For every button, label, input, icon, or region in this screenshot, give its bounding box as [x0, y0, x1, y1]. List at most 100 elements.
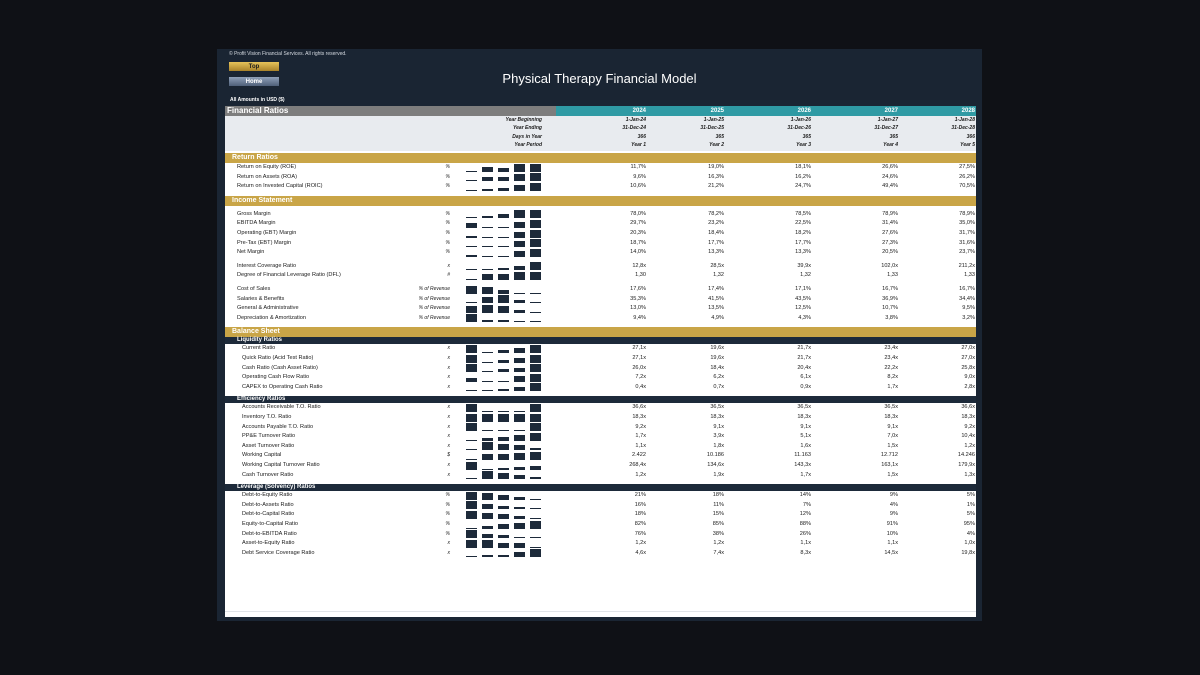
sparkline-bar — [498, 213, 509, 219]
sparkline-bar — [466, 491, 477, 500]
meta-value: 31-Dec-25 — [700, 125, 724, 131]
sparkline-bar — [466, 413, 477, 422]
ratio-unit: x — [447, 471, 451, 478]
ratio-value-year-4: 1,1x — [887, 540, 898, 547]
sparkline-chart — [466, 364, 544, 374]
sparkline-bar — [498, 306, 509, 313]
ratio-label: Accounts Receivable T.O. Ratio — [242, 404, 321, 411]
ratio-row: Cost of Sales % of Revenue 17,6% 17,4% 17,1%… — [225, 285, 976, 295]
ratio-value-year-3: 26% — [799, 530, 811, 537]
ratio-value-year-3: 1,1x — [800, 540, 811, 547]
ratio-value-year-3: 11.163 — [794, 452, 811, 459]
sparkline-chart — [466, 314, 544, 324]
ratio-unit: % — [445, 173, 450, 180]
sparkline-bar — [514, 231, 525, 238]
sparkline-chart — [466, 229, 544, 239]
ratio-unit: % — [445, 164, 450, 170]
sparkline-bar — [482, 413, 493, 422]
sparkline-bar — [482, 177, 493, 182]
sparkline-chart — [466, 403, 544, 413]
sparkline-chart — [466, 373, 544, 383]
ratio-value-year-5: 9,2x — [964, 423, 975, 430]
ratio-value-year-4: 1,33 — [887, 272, 898, 279]
sparkline-bar — [530, 451, 541, 460]
ratio-value-year-2: 17,4% — [708, 286, 724, 292]
sparkline-bar — [514, 292, 525, 294]
ratio-value-year-3: 17,7% — [795, 239, 811, 246]
sparkline-bar — [482, 442, 493, 451]
ratio-value-year-2: 15% — [712, 511, 724, 518]
ratio-value-year-5: 179,9x — [958, 462, 975, 468]
ratio-value-year-4: 49,4% — [882, 183, 898, 190]
ratio-value-year-5: 78,9% — [959, 210, 975, 217]
ratio-value-year-5: 9,5% — [962, 305, 975, 312]
sparkline-bar — [530, 448, 541, 451]
year-header-2025: 2025 — [710, 108, 724, 114]
meta-value: Year 2 — [709, 142, 724, 148]
year-header-bar: 2024 2025 2026 2027 2028 — [556, 106, 976, 116]
home-button[interactable]: Home — [229, 77, 279, 86]
sparkline-chart — [466, 471, 544, 481]
sparkline-bar — [466, 344, 477, 353]
ratio-row: Operating (EBT) Margin% 20,3% 18,4% 18,2% 27… — [225, 229, 976, 239]
ratio-label: Equity-to-Capital Ratio — [242, 521, 298, 527]
ratio-value-year-1: 78,0% — [630, 210, 646, 217]
sparkline-bar — [530, 271, 541, 280]
sparkline-bar — [530, 248, 541, 257]
ratio-value-year-3: 88% — [799, 521, 811, 527]
year-header-2027: 2027 — [884, 108, 898, 114]
sparkline-bar — [498, 410, 509, 412]
ratio-value-year-1: 76% — [634, 530, 646, 537]
sparkline-bar — [466, 170, 477, 172]
copyright-notice: © Profit Vision Financial Services. All … — [229, 51, 347, 57]
ratio-label: Return on Invested Capital (ROIC) — [237, 183, 323, 190]
meta-value: 365 — [715, 133, 724, 140]
sparkline-bar — [482, 539, 493, 548]
sparkline-bar — [514, 475, 525, 480]
ratio-unit: % — [445, 220, 450, 227]
ratio-value-year-3: 21,7x — [797, 345, 811, 352]
ratio-value-year-5: 3,2% — [962, 314, 975, 321]
meta-value: 366 — [637, 133, 646, 140]
sparkline-bar — [530, 292, 541, 294]
sparkline-chart — [466, 285, 544, 295]
sparkline-bar — [466, 501, 477, 510]
sparkline-bar — [482, 410, 493, 412]
ratio-row: Inventory T.O. Ratio x 18,3x 18,3x 18,3x 18,3… — [225, 413, 976, 423]
ratio-value-year-2: 18,3x — [710, 414, 724, 420]
ratio-unit: % — [445, 239, 450, 246]
ratio-value-year-1: 82% — [634, 521, 646, 527]
sparkline-chart — [466, 549, 544, 559]
ratio-row: Pre-Tax (EBT) Margin% 18,7% 17,7% 17,7% 27,3… — [225, 239, 976, 249]
sparkline-bar — [514, 300, 525, 304]
ratio-label: Asset-to-Equity Ratio — [242, 540, 295, 547]
sparkline-bar — [498, 437, 509, 441]
ratio-value-year-2: 13,3% — [708, 249, 724, 256]
sparkline-bar — [498, 369, 509, 373]
ratio-label: Pre-Tax (EBT) Margin — [237, 239, 292, 246]
sparkline-bar — [482, 361, 493, 363]
ratio-value-year-3: 6,1x — [800, 374, 811, 381]
ratio-value-year-3: 36,5x — [797, 404, 811, 411]
ratio-unit: # — [447, 272, 450, 279]
ratio-value-year-1: 17,6% — [630, 286, 646, 292]
ratio-value-year-5: 14.246 — [957, 452, 975, 459]
ratio-label: Cost of Sales — [237, 286, 271, 292]
ratio-value-year-5: 1,0x — [964, 540, 975, 547]
sparkline-bar — [514, 348, 525, 353]
ratio-unit: % of Revenue — [418, 286, 450, 292]
top-button[interactable]: Top — [229, 62, 279, 71]
section-header: Balance Sheet — [225, 327, 976, 338]
sparkline-bar — [466, 527, 477, 529]
sparkline-chart — [466, 510, 544, 520]
sparkline-bar — [482, 454, 493, 460]
meta-label: Year Ending — [513, 125, 542, 131]
ratio-label: Debt Service Coverage Ratio — [242, 549, 315, 556]
meta-row-year-ending: Year Ending 31-Dec-24 31-Dec-25 31-Dec-2… — [225, 125, 976, 134]
ratio-value-year-2: 11% — [713, 501, 724, 508]
ratio-value-year-1: 27,1x — [632, 345, 646, 352]
sparkline-bar — [514, 266, 525, 271]
sparkline-bar — [514, 507, 525, 510]
ratio-value-year-1: 7,2x — [635, 374, 646, 381]
ratio-value-year-1: 9,6% — [633, 173, 646, 180]
